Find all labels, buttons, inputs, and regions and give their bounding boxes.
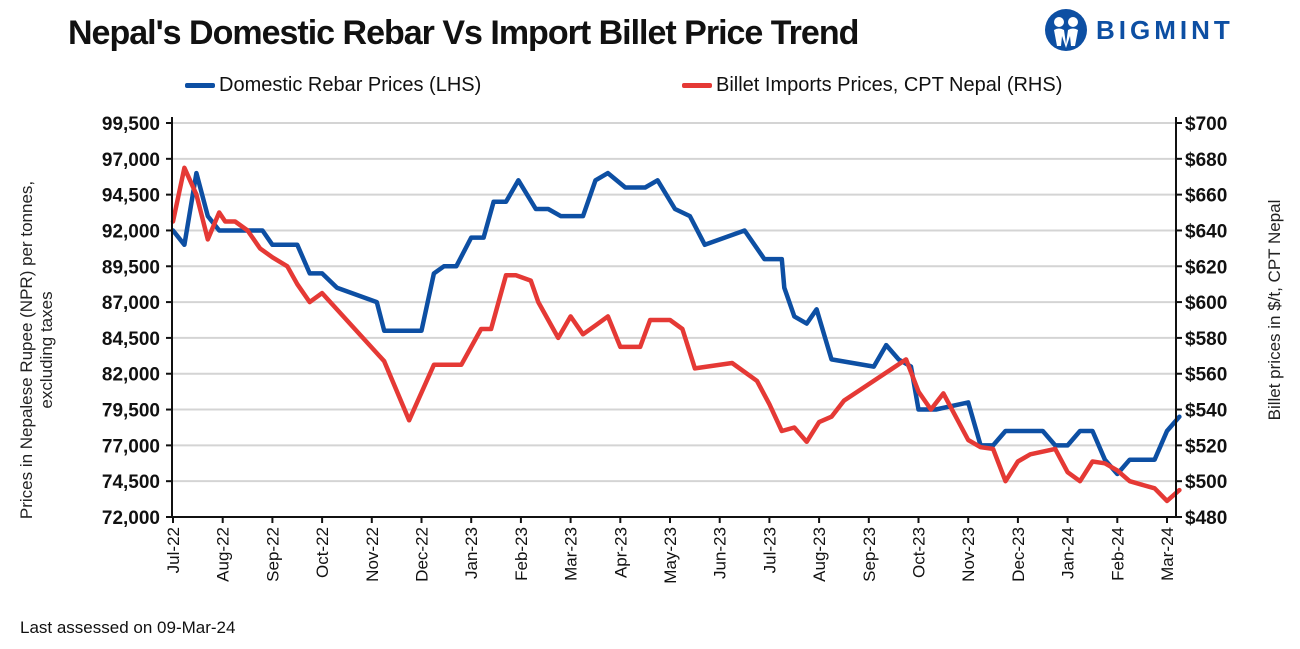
logo-text: BIGMINT xyxy=(1096,14,1234,45)
y2-axis-title: Billet prices in $/t, CPT Nepal xyxy=(1265,200,1284,421)
last-assessed-note: Last assessed on 09-Mar-24 xyxy=(20,618,236,637)
legend-item-billet: Billet Imports Prices, CPT Nepal (RHS) xyxy=(682,74,1062,97)
x-axis-ticks: Jul-22 Aug-22 Sep-22 Oct-22 Nov-22 Dec-22 Jan-… xyxy=(164,517,1177,584)
y-tick-label: 89,500 xyxy=(102,257,160,278)
x-tick-label: Aug-22 xyxy=(214,527,233,582)
legend-swatch-rebar xyxy=(185,83,215,88)
y-axis-title-line1: Prices in Nepalese Rupee (NPR) per tonne… xyxy=(17,181,36,519)
x-tick-label: Jul-23 xyxy=(760,527,779,573)
y2-tick-label: $500 xyxy=(1185,472,1227,493)
y2-tick-label: $660 xyxy=(1185,186,1227,207)
x-tick-label: Nov-23 xyxy=(959,527,978,582)
y2-tick-label: $560 xyxy=(1185,365,1227,386)
x-tick-label: Feb-24 xyxy=(1108,527,1127,581)
y2-tick-label: $580 xyxy=(1185,329,1227,350)
x-tick-label: Mar-24 xyxy=(1158,527,1177,581)
y-tick-label: 97,000 xyxy=(102,150,160,171)
series-line-domestic-rebar xyxy=(170,170,1182,477)
legend-label-rebar: Domestic Rebar Prices (LHS) xyxy=(219,74,482,96)
y2-tick-label: $700 xyxy=(1185,114,1227,135)
x-tick-label: Dec-23 xyxy=(1009,527,1028,582)
legend-item-rebar: Domestic Rebar Prices (LHS) xyxy=(185,74,481,97)
x-tick-label: Jun-23 xyxy=(711,527,730,579)
legend-swatch-billet xyxy=(682,83,712,88)
x-tick-label: Mar-23 xyxy=(562,527,581,581)
legend-label-billet: Billet Imports Prices, CPT Nepal (RHS) xyxy=(716,74,1063,96)
y2-tick-label: $520 xyxy=(1185,436,1227,457)
y-tick-label: 94,500 xyxy=(102,186,160,207)
x-tick-label: Sep-23 xyxy=(860,527,879,582)
x-tick-label: Oct-23 xyxy=(910,527,929,578)
y2-tick-label: $600 xyxy=(1185,293,1227,314)
x-tick-label: Feb-23 xyxy=(512,527,531,581)
chart-title: Nepal's Domestic Rebar Vs Import Billet … xyxy=(68,14,859,52)
y2-tick-label: $680 xyxy=(1185,150,1227,171)
x-tick-label: May-23 xyxy=(661,527,680,584)
y2-tick-label: $620 xyxy=(1185,257,1227,278)
x-tick-label: Sep-22 xyxy=(263,527,282,582)
y-tick-label: 79,500 xyxy=(102,401,160,422)
bigmint-logo: BIGMINT xyxy=(1044,8,1234,52)
x-tick-label: Jan-24 xyxy=(1059,527,1078,579)
y-tick-label: 92,000 xyxy=(102,221,160,242)
axes xyxy=(171,117,1177,518)
y-tick-label: 77,000 xyxy=(102,436,160,457)
x-tick-label: Jan-23 xyxy=(462,527,481,579)
y2-tick-label: $540 xyxy=(1185,401,1227,422)
y-axis-title-line2: excluding taxes xyxy=(37,291,56,408)
x-tick-label: Dec-22 xyxy=(413,527,432,582)
x-tick-label: Apr-23 xyxy=(611,527,630,578)
x-tick-label: Jul-22 xyxy=(164,527,183,573)
y2-tick-label: $640 xyxy=(1185,221,1227,242)
y-tick-label: 74,500 xyxy=(102,472,160,493)
y-tick-label: 87,000 xyxy=(102,293,160,314)
gridlines xyxy=(172,122,1176,483)
people-circle-icon xyxy=(1045,9,1087,51)
x-tick-label: Nov-22 xyxy=(363,527,382,582)
y-tick-label: 84,500 xyxy=(102,329,160,350)
y-tick-label: 82,000 xyxy=(102,365,160,386)
y2-tick-label: $480 xyxy=(1185,508,1227,529)
y-tick-label: 72,000 xyxy=(102,508,160,529)
series-lines xyxy=(170,165,1182,504)
series-line-billet-imports xyxy=(170,165,1182,504)
y-tick-label: 99,500 xyxy=(102,114,160,135)
x-tick-label: Oct-22 xyxy=(313,527,332,578)
y-axis-ticks: 72,000 74,500 77,000 79,500 82,000 84,500 87,0… xyxy=(102,114,172,529)
y2-axis-ticks: $480 $500 $520 $540 $560 $580 $600 $620 $640 $660… xyxy=(1176,114,1227,529)
x-tick-label: Aug-23 xyxy=(810,527,829,582)
